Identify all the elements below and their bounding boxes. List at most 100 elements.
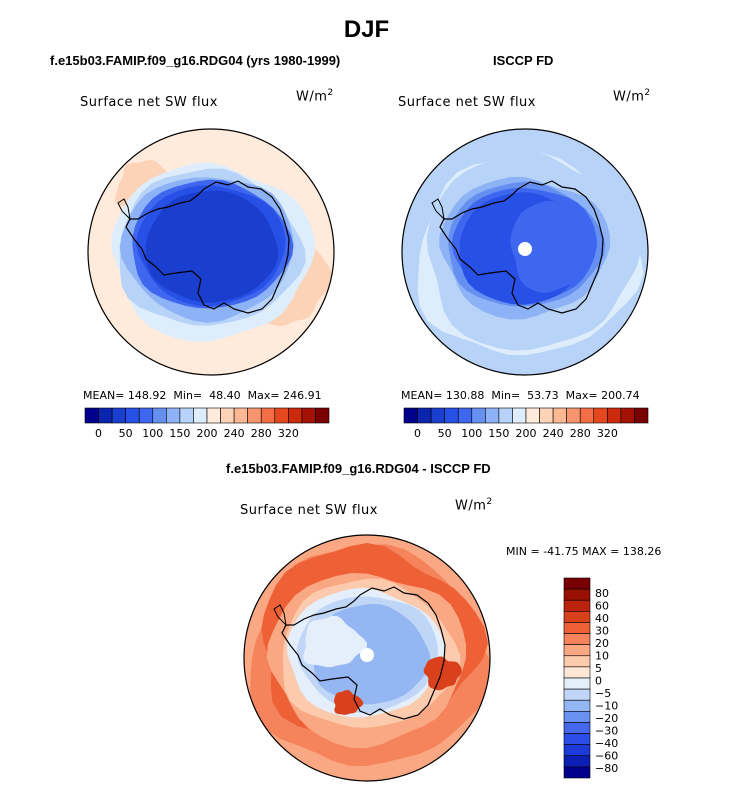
right-colorbar-swatch-16 [620, 407, 635, 424]
bottom-colorbar-swatch-0 [563, 577, 591, 590]
bottom-colorbar-tick-label-5: 10 [595, 650, 609, 663]
left-map-contour-8 [145, 190, 279, 303]
right-map [401, 128, 649, 376]
left-colorbar-swatch-17 [315, 407, 330, 424]
right-colorbar-tick-label-0: 0 [414, 427, 421, 440]
left-map-frame [87, 128, 335, 376]
right-stats: MEAN= 130.88 Min= 53.73 Max= 200.74 [401, 389, 640, 402]
bottom-panel-title: f.e15b03.FAMIP.f09_g16.RDG04 - ISCCP FD [226, 461, 491, 476]
bottom-colorbar-tick-label-2: 40 [595, 612, 609, 625]
bottom-map-contour-10 [334, 689, 364, 715]
left-colorbar-tick-label-1: 50 [119, 427, 133, 440]
right-colorbar-swatch-7 [498, 407, 513, 424]
right-colorbar-swatch-15 [607, 407, 622, 424]
bottom-colorbar-swatch-2 [563, 599, 591, 612]
bottom-colorbar-swatch-4 [563, 622, 591, 634]
bottom-panel-units: W/m2 [455, 497, 493, 514]
left-colorbar-tick-label-0: 0 [95, 427, 102, 440]
right-colorbar-tick-label-6: 280 [570, 427, 591, 440]
right-colorbar-swatch-5 [471, 407, 486, 424]
left-colorbar-swatch-2 [111, 407, 126, 424]
right-colorbar-swatch-6 [485, 407, 500, 424]
bottom-colorbar-swatch-8 [563, 666, 591, 679]
bottom-map-contour-8 [303, 615, 367, 668]
left-colorbar-tick-label-6: 280 [251, 427, 272, 440]
bottom-colorbar-tick-label-13: −60 [595, 750, 618, 763]
bottom-colorbar-swatch-5 [563, 633, 591, 645]
right-panel-label: Surface net SW flux [398, 95, 536, 110]
right-colorbar-tick-label-7: 320 [597, 427, 618, 440]
left-colorbar-swatch-7 [179, 407, 194, 424]
left-map-antarctica-outline [125, 180, 290, 314]
right-colorbar-swatch-14 [593, 407, 608, 424]
bottom-colorbar-tick-label-0: 80 [595, 587, 609, 600]
left-colorbar-swatch-8 [193, 407, 208, 424]
bottom-colorbar-swatch-10 [563, 688, 591, 701]
left-colorbar-swatch-1 [98, 407, 113, 424]
bottom-colorbar-swatch-9 [563, 677, 591, 690]
left-colorbar-swatch-14 [274, 407, 289, 424]
bottom-colorbar-tick-label-4: 20 [595, 637, 609, 650]
bottom-colorbar-tick-label-8: −5 [595, 687, 611, 700]
right-colorbar-tick-label-2: 100 [461, 427, 482, 440]
right-colorbar-swatch-0 [403, 407, 418, 424]
bottom-colorbar-tick-label-3: 30 [595, 625, 609, 638]
right-panel-units: W/m2 [613, 88, 651, 105]
bottom-colorbar-swatch-13 [563, 722, 591, 734]
bottom-colorbar-tick-label-10: −20 [595, 712, 618, 725]
left-colorbar-swatch-3 [125, 407, 140, 424]
right-colorbar-swatch-3 [444, 407, 459, 424]
left-colorbar-tick-label-7: 320 [278, 427, 299, 440]
right-colorbar-swatch-8 [512, 407, 527, 424]
left-colorbar-swatch-5 [152, 407, 167, 424]
bottom-colorbar-swatch-15 [563, 744, 591, 757]
right-colorbar-tick-label-1: 50 [438, 427, 452, 440]
left-colorbar-swatch-0 [84, 407, 99, 424]
left-colorbar-swatch-6 [166, 407, 181, 424]
bottom-map [243, 534, 491, 782]
bottom-colorbar-swatch-1 [563, 588, 591, 601]
right-colorbar-swatch-4 [457, 407, 473, 424]
bottom-colorbar-swatch-6 [563, 644, 591, 657]
bottom-colorbar-swatch-11 [563, 699, 591, 712]
left-colorbar-swatch-12 [247, 407, 262, 424]
right-colorbar-tick-label-4: 200 [516, 427, 537, 440]
bottom-colorbar-swatch-14 [563, 733, 591, 745]
bottom-minmax: MIN = -41.75 MAX = 138.26 [506, 545, 662, 558]
left-colorbar-tick-label-4: 200 [197, 427, 218, 440]
right-map-antarctica-outline [439, 180, 604, 314]
right-map-peninsula-outline [431, 198, 445, 221]
right-colorbar-swatch-13 [579, 407, 595, 424]
left-colorbar-swatch-13 [260, 407, 276, 424]
right-colorbar-swatch-1 [417, 407, 432, 424]
bottom-map-antarctica-outline [281, 586, 446, 720]
left-panel-units: W/m2 [296, 88, 334, 105]
right-colorbar-tick-label-3: 150 [488, 427, 509, 440]
bottom-colorbar-swatch-17 [563, 766, 591, 779]
left-colorbar-tick-label-5: 240 [224, 427, 245, 440]
bottom-colorbar-tick-label-12: −40 [595, 737, 618, 750]
left-colorbar-swatch-4 [138, 407, 154, 424]
left-colorbar-swatch-11 [233, 407, 248, 424]
left-stats: MEAN= 148.92 Min= 48.40 Max= 246.91 [83, 389, 322, 402]
right-colorbar: 0 50 100 150 200 240 280 320 [403, 407, 649, 440]
bottom-colorbar-tick-label-6: 5 [595, 662, 602, 675]
left-map-peninsula-outline [117, 198, 131, 221]
left-colorbar-swatch-10 [220, 407, 235, 424]
bottom-map-peninsula-outline [273, 604, 287, 627]
left-colorbar-tick-label-2: 100 [142, 427, 163, 440]
left-colorbar-tick-label-3: 150 [169, 427, 190, 440]
right-map-field [402, 129, 648, 375]
left-panel-title: f.e15b03.FAMIP.f09_g16.RDG04 (yrs 1980-1… [50, 53, 341, 68]
bottom-map-polar-hole [360, 648, 374, 662]
bottom-map-contour-9 [423, 656, 462, 691]
left-panel-label: Surface net SW flux [80, 95, 218, 110]
right-map-polar-hole [518, 242, 532, 256]
bottom-colorbar-swatch-12 [563, 711, 591, 723]
bottom-colorbar-swatch-3 [563, 611, 591, 623]
right-colorbar-swatch-17 [634, 407, 649, 424]
right-colorbar-swatch-10 [539, 407, 554, 424]
bottom-colorbar-tick-label-14: −80 [595, 762, 618, 775]
bottom-colorbar-swatch-16 [563, 755, 591, 768]
